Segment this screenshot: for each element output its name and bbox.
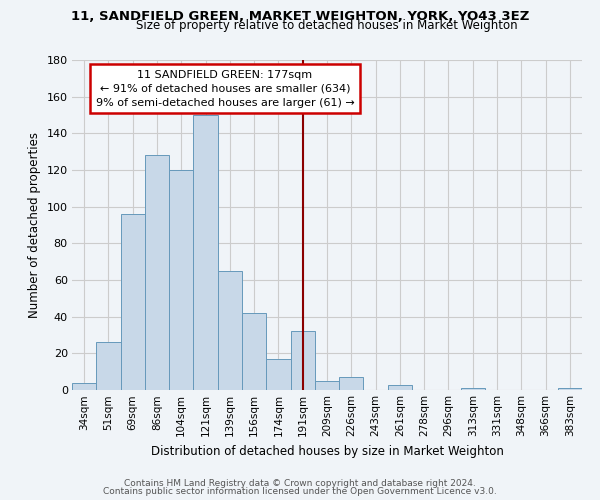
Bar [461,388,485,390]
Y-axis label: Number of detached properties: Number of detached properties [28,132,41,318]
X-axis label: Distribution of detached houses by size in Market Weighton: Distribution of detached houses by size … [151,444,503,458]
Bar [242,313,266,390]
Text: 11 SANDFIELD GREEN: 177sqm
← 91% of detached houses are smaller (634)
9% of semi: 11 SANDFIELD GREEN: 177sqm ← 91% of deta… [95,70,355,108]
Bar [169,170,193,390]
Text: Contains public sector information licensed under the Open Government Licence v3: Contains public sector information licen… [103,487,497,496]
Bar [558,388,582,390]
Bar [266,359,290,390]
Bar [388,384,412,390]
Bar [72,382,96,390]
Bar [145,156,169,390]
Bar [315,381,339,390]
Text: 11, SANDFIELD GREEN, MARKET WEIGHTON, YORK, YO43 3EZ: 11, SANDFIELD GREEN, MARKET WEIGHTON, YO… [71,10,529,23]
Bar [96,342,121,390]
Bar [290,332,315,390]
Title: Size of property relative to detached houses in Market Weighton: Size of property relative to detached ho… [136,20,518,32]
Text: Contains HM Land Registry data © Crown copyright and database right 2024.: Contains HM Land Registry data © Crown c… [124,478,476,488]
Bar [193,115,218,390]
Bar [339,377,364,390]
Bar [218,271,242,390]
Bar [121,214,145,390]
